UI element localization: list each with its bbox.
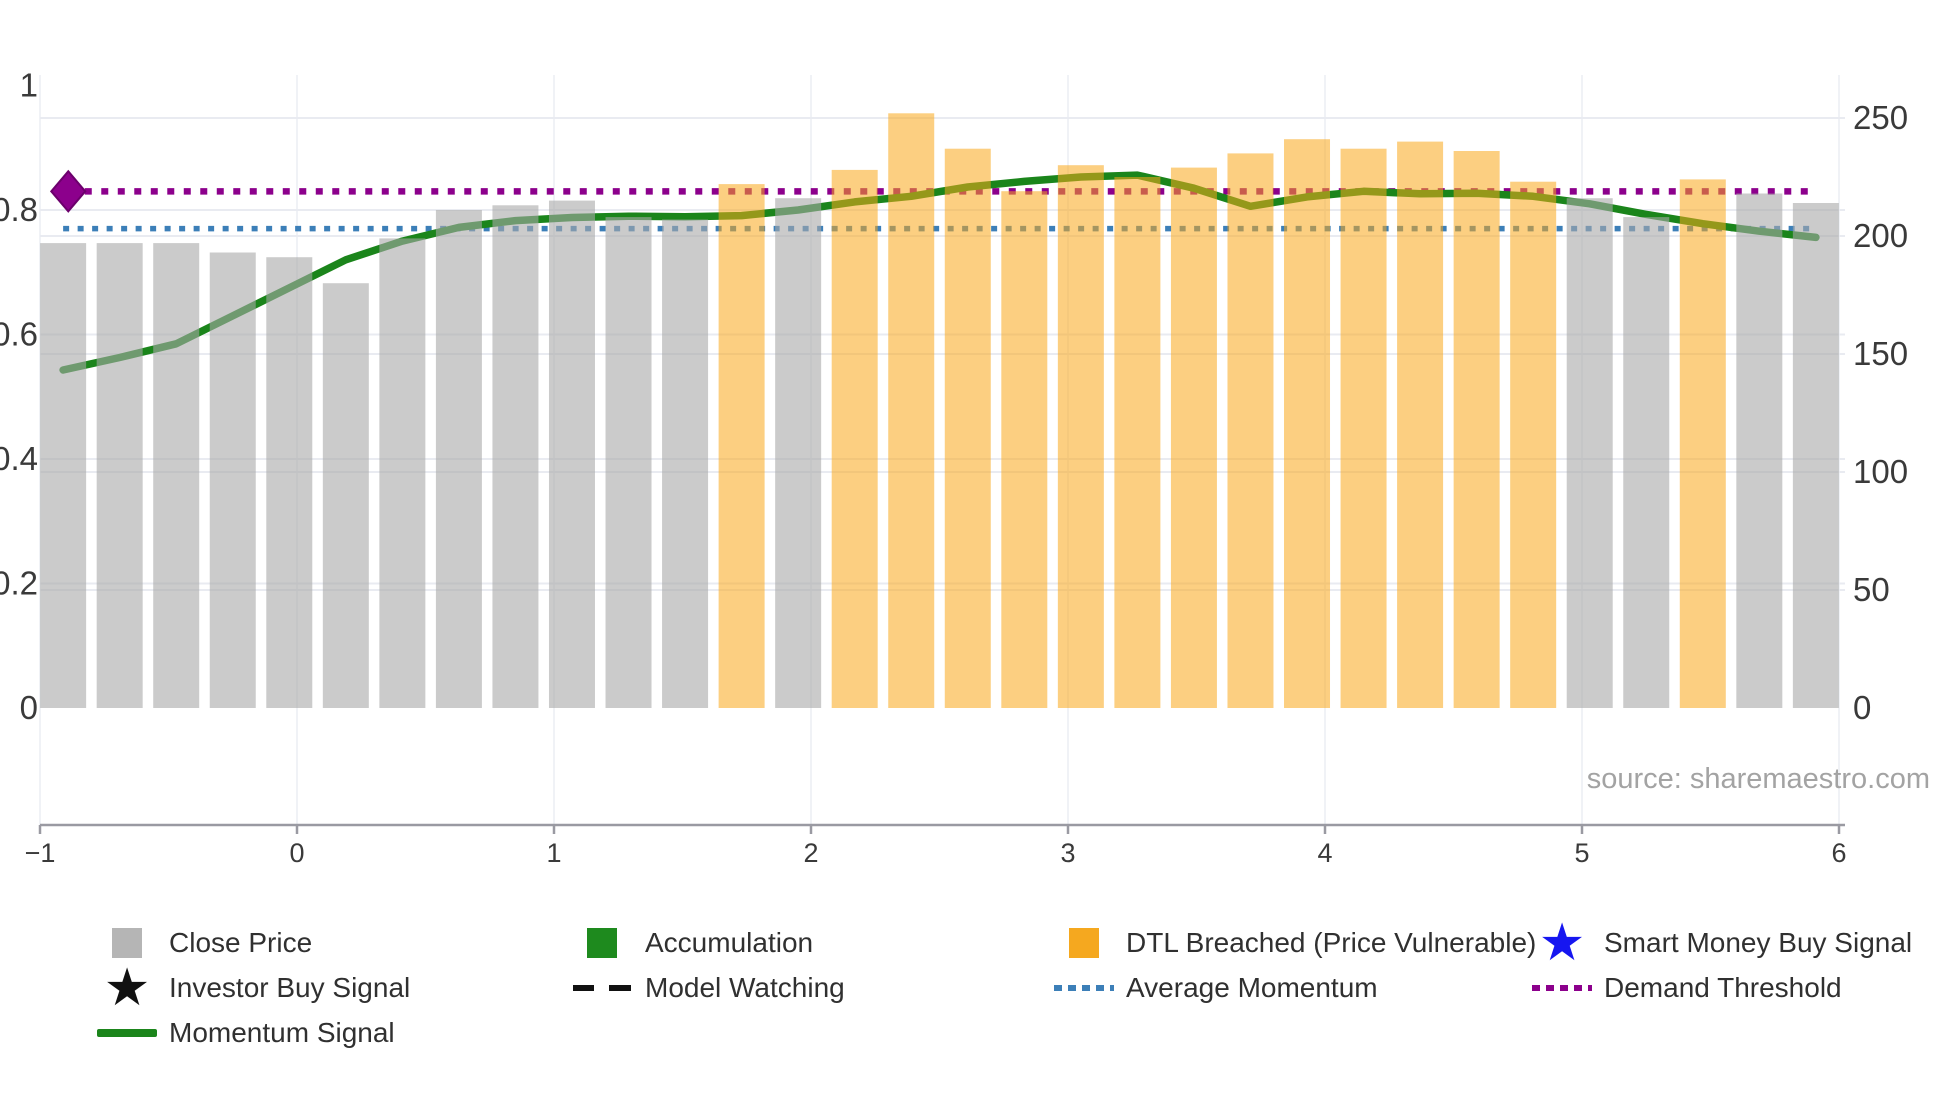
bar-close-price [322,283,369,708]
x-tick-label: 6 [1831,838,1846,868]
left-y-tick-label: 0 [20,689,38,726]
bar-dtl-breached [831,169,878,708]
bar-dtl-breached [1453,151,1500,708]
legend-label: Close Price [169,927,313,958]
star-icon: ★ [1538,914,1586,972]
bar-dtl-breached [888,113,935,709]
dashed-line-icon [573,985,631,991]
bar-close-price [1623,217,1670,708]
swatch-square [587,928,617,958]
legend-label: DTL Breached (Price Vulnerable) [1126,927,1537,958]
legend-label: Average Momentum [1126,972,1378,1003]
legend-label: Model Watching [645,972,845,1003]
legend-label: Smart Money Buy Signal [1604,927,1913,958]
x-tick-label: 0 [289,838,304,868]
bar-dtl-breached [1284,139,1331,708]
legend-item-momentum-signal[interactable]: Momentum Signal [93,1013,395,1053]
legend-item-model-watching[interactable]: Model Watching [568,968,845,1008]
dotted-line-icon [1054,985,1114,991]
legend-item-demand-threshold[interactable]: Demand Threshold [1528,968,1842,1008]
legend-label: Accumulation [645,927,814,958]
bar-close-price [1792,203,1839,708]
legend-item-accumulation[interactable]: Accumulation [568,923,813,963]
bar-dtl-breached [1057,165,1104,708]
bar-close-price [775,198,822,708]
bar-close-price [1736,193,1783,708]
star-icon: ★ [103,959,151,1017]
bar-close-price [153,243,200,708]
legend-label: Investor Buy Signal [169,972,411,1003]
bar-dtl-breached [1510,181,1557,708]
bar-close-price [492,205,539,709]
left-y-tick-label: 1 [20,67,38,104]
bar-dtl-breached [1397,141,1444,709]
bar-close-price [662,219,709,708]
x-tick-label: 3 [1060,838,1075,868]
demand-threshold-diamond-marker [49,169,87,213]
bar-dtl-breached [1114,177,1161,708]
bar-dtl-breached [944,148,991,708]
right-y-tick-label: 0 [1853,689,1871,726]
right-y-tick-label: 150 [1853,335,1908,372]
legend-item-dtl-breached-price-vulnerable[interactable]: DTL Breached (Price Vulnerable) [1050,923,1536,963]
left-y-tick-label: 0.2 [0,565,38,602]
bar-close-price [40,243,87,708]
bar-close-price [1566,198,1613,708]
left-y-tick-label: 0.4 [0,440,38,477]
left-y-tick-label: 0.8 [0,191,38,228]
bar-dtl-breached [718,184,765,709]
left-y-tick-label: 0.6 [0,316,38,353]
legend-item-investor-buy-signal[interactable]: ★ Investor Buy Signal [93,959,411,1017]
swatch-square [112,928,142,958]
bar-dtl-breached [1340,148,1387,708]
bar-close-price [605,217,652,708]
bar-dtl-breached [1227,153,1274,708]
line-swatch-icon [97,1029,157,1037]
bar-close-price [209,252,256,708]
right-y-tick-label: 100 [1853,453,1908,490]
legend-item-average-momentum[interactable]: Average Momentum [1050,968,1378,1008]
legend-item-close-price[interactable]: Close Price [93,923,312,963]
bar-close-price [96,243,143,708]
legend-label: Momentum Signal [169,1017,395,1048]
right-y-tick-label: 200 [1853,217,1908,254]
x-tick-label: 2 [803,838,818,868]
legend-item-smart-money-buy-signal[interactable]: ★ Smart Money Buy Signal [1528,914,1913,972]
legend-label: Demand Threshold [1604,972,1842,1003]
x-tick-label: −1 [25,838,56,868]
source-attribution: source: sharemaestro.com [1586,763,1930,795]
bar-close-price [435,210,482,708]
dotted-line-icon [1532,985,1592,991]
x-tick-label: 4 [1317,838,1332,868]
x-tick-label: 1 [546,838,561,868]
x-tick-label: 5 [1574,838,1589,868]
bar-dtl-breached [1679,179,1726,708]
bar-close-price [379,238,426,708]
bar-close-price [266,257,313,708]
swatch-square [1069,928,1099,958]
bar-dtl-breached [1170,167,1217,709]
right-y-tick-label: 250 [1853,99,1908,136]
bar-close-price [548,200,595,708]
bar-dtl-breached [1001,191,1048,708]
legend: Close Price ★ Investor Buy Signal Momentum … [0,0,1960,1048]
right-y-tick-label: 50 [1853,571,1890,608]
